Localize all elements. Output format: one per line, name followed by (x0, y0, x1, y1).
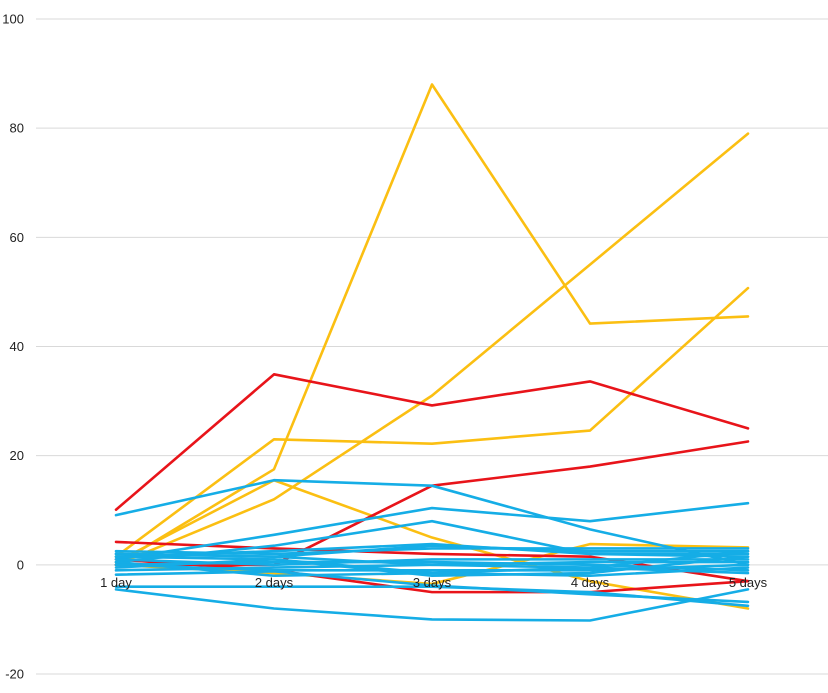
series-line-7 (114, 540, 750, 583)
y-tick-label-1: 0 (17, 557, 24, 572)
x-tick-label-0: 1 day (100, 575, 132, 590)
series-line-9 (114, 478, 750, 567)
y-tick-label-0: -20 (5, 667, 24, 682)
y-axis-tick-labels: -20 0 20 40 60 80 100 (2, 12, 24, 682)
x-axis-tick-labels: 1 day 2 days 3 days 4 days 5 days (100, 575, 768, 590)
series-line-5 (114, 373, 750, 512)
series-line-12 (114, 588, 750, 622)
y-tick-label-6: 100 (2, 12, 24, 27)
y-tick-label-4: 60 (10, 230, 24, 245)
series-line-10 (114, 501, 750, 561)
x-tick-label-4: 5 days (729, 575, 768, 590)
series-line-2 (114, 286, 750, 558)
x-tick-label-1: 2 days (255, 575, 294, 590)
series-line-3 (114, 478, 750, 610)
series-line-0 (114, 83, 750, 567)
series-line-8 (114, 558, 750, 594)
series-line-1 (114, 132, 750, 567)
series-line-24 (114, 555, 750, 578)
series-lines (114, 83, 750, 622)
y-tick-label-5: 80 (10, 121, 24, 136)
series-line-17 (114, 542, 750, 558)
y-tick-label-2: 20 (10, 448, 24, 463)
series-line-25 (114, 549, 750, 569)
x-tick-label-2: 3 days (413, 575, 452, 590)
x-tick-label-3: 4 days (571, 575, 610, 590)
y-tick-label-3: 40 (10, 339, 24, 354)
